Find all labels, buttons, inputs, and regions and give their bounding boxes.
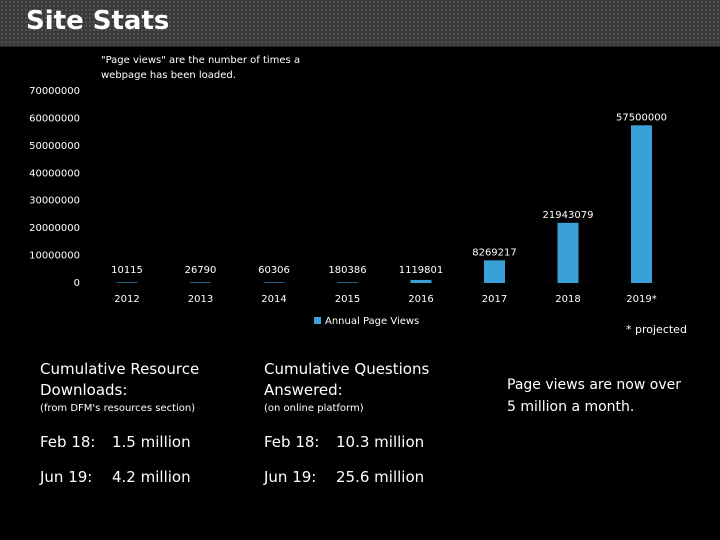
questions-title-line2: Answered: xyxy=(264,381,343,399)
questions-title: Cumulative Questions Answered: xyxy=(264,359,429,401)
questions-row-label: Jun 19: xyxy=(264,468,317,486)
x-tick-label: 2017 xyxy=(482,294,507,305)
bar-2013 xyxy=(190,282,211,283)
downloads-row-jun19: Jun 19: 4.2 million xyxy=(40,468,191,486)
y-tick-label: 10000000 xyxy=(29,251,80,262)
questions-row-jun19: Jun 19: 25.6 million xyxy=(264,468,424,486)
page-views-chart: 0 10000000 20000000 30000000 40000000 5000000… xyxy=(29,86,667,305)
questions-row-value: 25.6 million xyxy=(336,468,425,486)
downloads-row-value: 1.5 million xyxy=(112,433,191,451)
downloads-row-label: Feb 18: xyxy=(40,433,96,451)
bar-value-label: 60306 xyxy=(258,265,290,276)
x-tick-label: 2019* xyxy=(626,294,656,305)
downloads-subtitle: (from DFM's resources section) xyxy=(40,403,196,414)
y-tick-label: 20000000 xyxy=(29,223,80,234)
bar-value-label: 8269217 xyxy=(472,247,517,258)
title-bar: Site Stats xyxy=(0,0,720,47)
y-tick-label: 50000000 xyxy=(29,141,80,152)
chart-legend: Annual Page Views xyxy=(314,316,419,327)
questions-title-line1: Cumulative Questions xyxy=(264,360,430,378)
bar-value-label: 21943079 xyxy=(543,210,594,221)
legend-swatch xyxy=(314,317,321,324)
page-views-callout: Page views are now over 5 million a mont… xyxy=(507,377,681,415)
bar-2019 xyxy=(631,125,652,284)
page-views-note: "Page views" are the number of times a w… xyxy=(101,55,301,81)
bar-value-label: 10115 xyxy=(111,265,143,276)
downloads-title: Cumulative Resource Downloads: xyxy=(40,359,199,401)
questions-row-feb18: Feb 18: 10.3 million xyxy=(264,433,424,451)
downloads-row-feb18: Feb 18: 1.5 million xyxy=(40,433,191,451)
y-tick-label: 40000000 xyxy=(29,168,80,179)
downloads-row-label: Jun 19: xyxy=(40,468,93,486)
bar-value-label: 57500000 xyxy=(616,112,667,123)
questions-row-label: Feb 18: xyxy=(264,433,320,451)
questions-row-value: 10.3 million xyxy=(336,433,425,451)
x-tick-label: 2018 xyxy=(555,294,580,305)
x-tick-label: 2016 xyxy=(408,294,433,305)
y-tick-label: 60000000 xyxy=(29,113,80,124)
x-tick-label: 2012 xyxy=(114,294,139,305)
bar-2015 xyxy=(337,282,358,283)
questions-subtitle: (on online platform) xyxy=(264,403,364,414)
bar-2014 xyxy=(263,282,285,283)
bar-value-label: 1119801 xyxy=(399,265,444,276)
x-tick-label: 2014 xyxy=(261,294,286,305)
downloads-title-line2: Downloads: xyxy=(40,381,128,399)
bar-2018 xyxy=(557,222,579,283)
y-tick-label: 0 xyxy=(74,278,80,289)
bar-2016 xyxy=(410,279,432,283)
legend-label: Annual Page Views xyxy=(325,316,420,327)
downloads-title-line1: Cumulative Resource xyxy=(40,360,200,378)
y-tick-label: 70000000 xyxy=(29,86,80,97)
x-tick-label: 2015 xyxy=(335,294,360,305)
bar-value-label: 180386 xyxy=(328,265,366,276)
page-title: Site Stats xyxy=(26,6,170,36)
bar-2017 xyxy=(484,260,505,283)
bar-value-label: 26790 xyxy=(185,265,217,276)
downloads-row-value: 4.2 million xyxy=(112,468,191,486)
y-tick-label: 30000000 xyxy=(29,196,80,207)
x-tick-label: 2013 xyxy=(188,294,213,305)
bar-2012 xyxy=(116,282,138,283)
projected-footnote: * projected xyxy=(626,323,687,336)
